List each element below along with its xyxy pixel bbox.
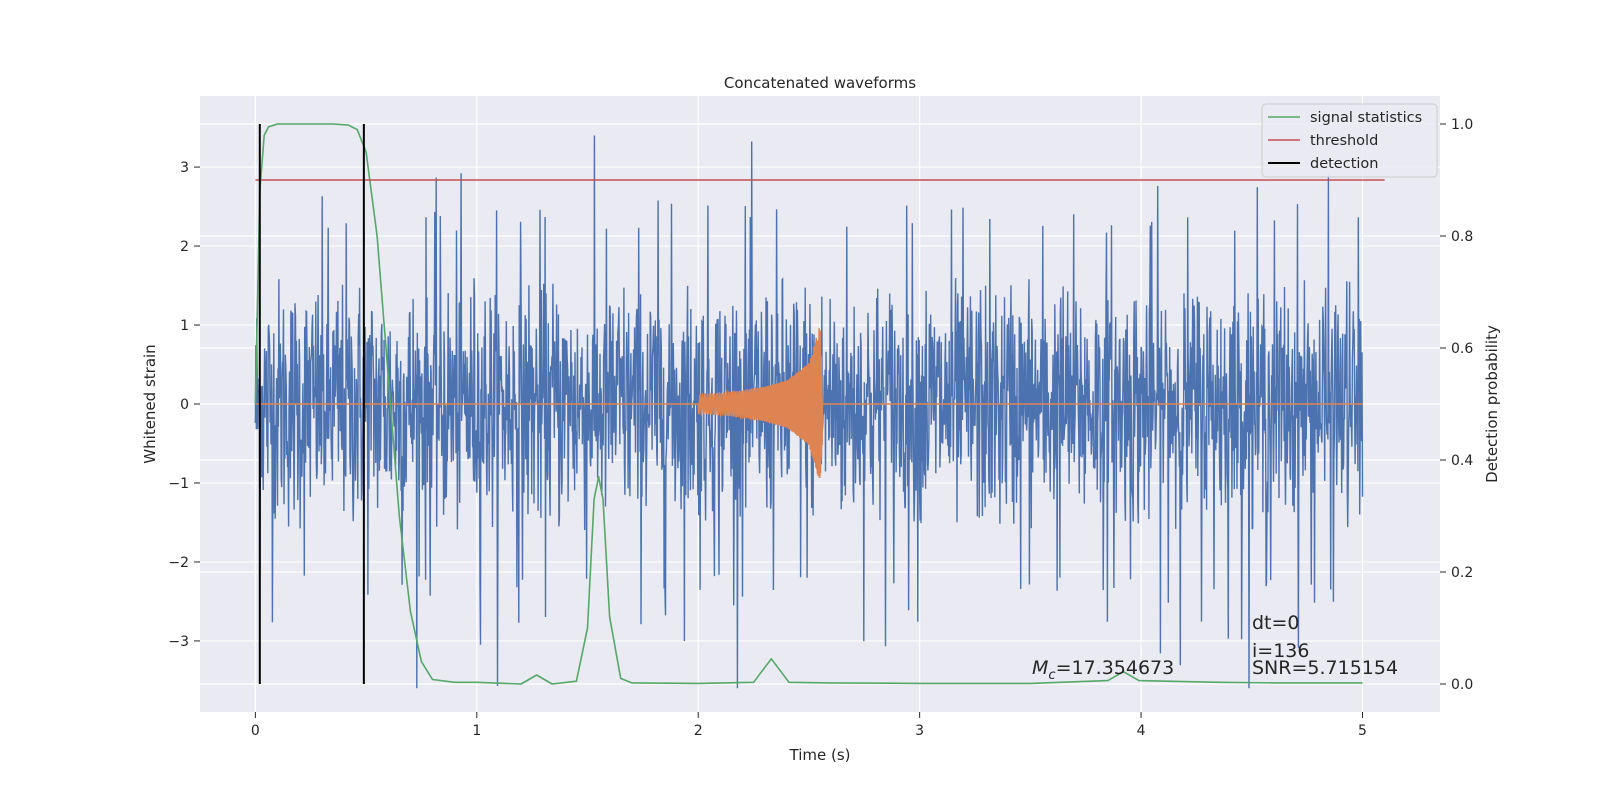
annotation-i: i=136 (1252, 640, 1309, 662)
annotation-snr: SNR=5.715154 (1252, 657, 1398, 679)
annotation-mc-subscript: c (1048, 668, 1055, 683)
annotations: dt=0 i=136 SNR=5.715154 Mc=17.354673 (1032, 612, 1398, 683)
y-tick-label: −1 (168, 476, 189, 492)
legend-box (1261, 103, 1438, 178)
y-axis-label: Whitened strain (141, 344, 159, 463)
x-tick-label: 2 (694, 723, 703, 739)
annotation-mc-symbol: M (1032, 657, 1048, 679)
y-right-tick-label: 0.0 (1451, 677, 1473, 693)
x-tick-label: 0 (251, 723, 260, 739)
y-axis-right-label: Detection probability (1483, 325, 1501, 483)
axes: 0 1 2 3 4 5 −3 −2 −1 0 1 2 3 0.0 0.2 0.4 0.6 0.8 1.0 (168, 117, 1473, 739)
y-right-tick-label: 0.4 (1451, 453, 1473, 469)
series-signal-statistics-line (254, 123, 1363, 685)
x-axis-label: Time (s) (789, 746, 851, 764)
annotation-chirp-mass: Mc=17.354673 (1032, 657, 1174, 683)
series-injection-line (255, 328, 1363, 479)
y-tick-label: −3 (168, 634, 189, 650)
y-tick-label: 3 (180, 160, 189, 176)
data-layer (254, 123, 1385, 689)
x-tick-label: 3 (915, 723, 924, 739)
annotation-dt: dt=0 (1252, 612, 1300, 634)
y-right-tick-label: 0.8 (1451, 229, 1473, 245)
x-tick-label: 1 (472, 723, 481, 739)
y-tick-label: −2 (168, 555, 189, 571)
x-tick-label: 5 (1358, 723, 1367, 739)
legend-label-signal-statistics: signal statistics (1310, 110, 1422, 126)
x-tick-label: 4 (1137, 723, 1146, 739)
y-tick-label: 1 (180, 318, 189, 334)
annotation-mc-value: =17.354673 (1056, 657, 1175, 679)
y-tick-label: 0 (180, 397, 189, 413)
legend-label-detection: detection (1310, 156, 1378, 172)
y-right-tick-label: 0.6 (1451, 341, 1473, 357)
chart-title: Concatenated waveforms (724, 74, 916, 92)
legend: signal statistics threshold detection (1261, 103, 1438, 178)
y-right-tick-label: 0.2 (1451, 565, 1473, 581)
legend-label-threshold: threshold (1310, 133, 1378, 149)
y-tick-label: 2 (180, 239, 189, 255)
y-right-tick-label: 1.0 (1451, 117, 1473, 133)
